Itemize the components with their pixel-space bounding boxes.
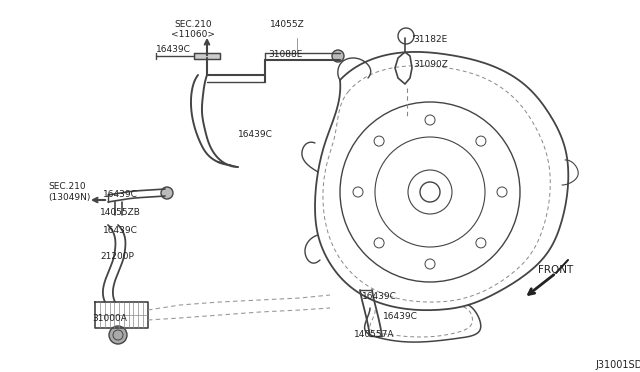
Text: 21200P: 21200P [100,252,134,261]
Text: 31090Z: 31090Z [413,60,448,69]
Text: 31000A: 31000A [92,314,127,323]
Text: 31088E: 31088E [268,50,302,59]
Bar [194,53,220,59]
Text: SEC.210: SEC.210 [174,20,212,29]
Text: 16439C: 16439C [156,45,191,54]
Text: 16439C: 16439C [238,130,273,139]
Text: 14055ZB: 14055ZB [100,208,141,217]
Text: <11060>: <11060> [171,30,215,39]
Text: 16439C: 16439C [103,226,138,235]
Circle shape [332,50,344,62]
Text: J31001SD: J31001SD [595,360,640,370]
Text: FRONT: FRONT [538,265,573,275]
Text: 16439C: 16439C [103,190,138,199]
Text: 140557A: 140557A [354,330,394,339]
Text: 31182E: 31182E [413,35,447,44]
Text: 16439C: 16439C [362,292,397,301]
Circle shape [161,187,173,199]
Text: 16439C: 16439C [383,312,418,321]
Circle shape [109,326,127,344]
Text: 14055Z: 14055Z [270,20,305,29]
Text: (13049N): (13049N) [48,193,90,202]
Text: SEC.210: SEC.210 [48,182,86,191]
